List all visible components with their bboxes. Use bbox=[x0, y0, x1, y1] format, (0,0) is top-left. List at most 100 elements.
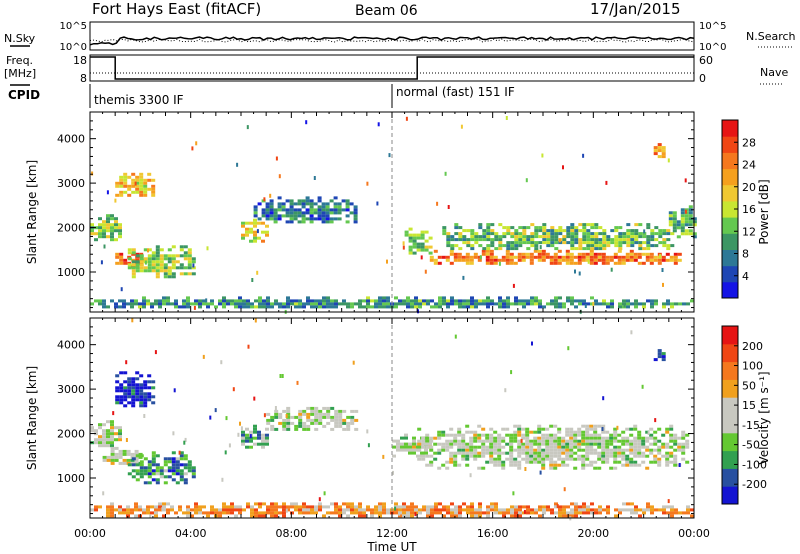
scatter-cell bbox=[269, 202, 274, 206]
scatter-cell bbox=[513, 433, 518, 437]
scatter-cell bbox=[462, 305, 466, 309]
scatter-cell bbox=[106, 435, 110, 439]
scatter-cell bbox=[135, 395, 140, 399]
scatter-cell bbox=[533, 436, 538, 440]
scatter-cell bbox=[445, 442, 450, 446]
scatter-cell bbox=[258, 305, 262, 309]
scatter-cell bbox=[449, 261, 454, 265]
scatter-cell bbox=[159, 472, 164, 476]
scatter-cell bbox=[593, 439, 598, 443]
scatter-cell bbox=[570, 235, 575, 239]
scatter-cell bbox=[645, 255, 650, 259]
scatter-cell bbox=[450, 299, 454, 303]
scatter-cell bbox=[171, 266, 176, 270]
scatter-cell bbox=[525, 454, 530, 458]
scatter-cell bbox=[610, 229, 615, 233]
scatter-cell bbox=[246, 302, 250, 306]
scatter-cell bbox=[187, 466, 192, 470]
scatter-cell bbox=[234, 508, 238, 512]
scatter-cell bbox=[666, 244, 671, 248]
scatter-cell bbox=[469, 454, 474, 458]
scatter-cell bbox=[581, 463, 586, 467]
scatter-point bbox=[285, 508, 288, 513]
scatter-cell bbox=[466, 241, 471, 245]
scatter-cell bbox=[310, 412, 315, 416]
scatter-cell bbox=[151, 451, 156, 455]
scatter-cell bbox=[461, 255, 466, 259]
scatter-cell bbox=[294, 415, 299, 419]
colorbar-tick-label: 28 bbox=[742, 136, 756, 149]
scatter-cell bbox=[574, 502, 578, 506]
scatter-cell bbox=[350, 302, 354, 306]
scatter-point bbox=[667, 158, 670, 163]
scatter-cell bbox=[309, 205, 314, 209]
scatter-cell bbox=[206, 511, 210, 515]
scatter-cell bbox=[122, 508, 126, 512]
scatter-cell bbox=[442, 296, 446, 300]
scatter-cell bbox=[582, 502, 586, 506]
scatter-cell bbox=[314, 412, 319, 416]
scatter-cell bbox=[330, 302, 334, 306]
scatter-cell bbox=[546, 238, 551, 242]
scatter-cell bbox=[450, 296, 454, 300]
scatter-cell bbox=[601, 460, 606, 464]
scatter-cell bbox=[102, 223, 106, 227]
scatter-cell bbox=[298, 409, 303, 413]
scatter-cell bbox=[131, 377, 136, 381]
scatter-cell bbox=[270, 427, 275, 431]
scatter-cell bbox=[135, 383, 140, 387]
scatter-cell bbox=[598, 241, 603, 245]
scatter-cell bbox=[151, 463, 156, 467]
scatter-cell bbox=[465, 252, 470, 256]
scatter-cell bbox=[533, 451, 538, 455]
scatter-cell bbox=[593, 466, 598, 470]
scatter-cell bbox=[334, 409, 339, 413]
colorbar-tick-label: 15 bbox=[742, 399, 756, 412]
scatter-cell bbox=[494, 502, 498, 506]
scatter-cell bbox=[261, 211, 266, 215]
scatter-cell bbox=[670, 514, 674, 518]
scatter-cell bbox=[242, 508, 246, 512]
scatter-cell bbox=[534, 296, 538, 300]
scatter-cell bbox=[478, 299, 482, 303]
scatter-cell bbox=[482, 229, 487, 233]
scatter-cell bbox=[541, 249, 546, 253]
scatter-cell bbox=[558, 302, 562, 306]
scatter-cell bbox=[521, 457, 526, 461]
scatter-cell bbox=[557, 439, 562, 443]
scatter-cell bbox=[486, 229, 491, 233]
scatter-cell bbox=[514, 247, 519, 251]
scatter-cell bbox=[187, 266, 192, 270]
scatter-cell bbox=[433, 261, 438, 265]
colorbar-swatch bbox=[722, 343, 738, 363]
scatter-cell bbox=[566, 235, 571, 239]
scatter-cell bbox=[489, 448, 494, 452]
scatter-cell bbox=[462, 235, 467, 239]
scatter-cell bbox=[465, 255, 470, 259]
scatter-point bbox=[398, 511, 401, 516]
scatter-cell bbox=[657, 143, 662, 147]
scatter-cell bbox=[510, 241, 515, 245]
scatter-cell bbox=[226, 505, 230, 509]
scatter-cell bbox=[633, 454, 638, 458]
scatter-cell bbox=[489, 258, 494, 262]
scatter-cell bbox=[127, 377, 132, 381]
scatter-cell bbox=[641, 451, 646, 455]
scatter-cell bbox=[470, 238, 475, 242]
scatter-cell bbox=[585, 457, 590, 461]
scatter-cell bbox=[510, 247, 515, 251]
scatter-cell bbox=[470, 229, 475, 233]
scatter-cell bbox=[269, 211, 274, 215]
scatter-cell bbox=[434, 511, 438, 515]
scatter-cell bbox=[533, 442, 538, 446]
scatter-cell bbox=[305, 196, 310, 200]
scatter-cell bbox=[194, 508, 198, 512]
scatter-cell bbox=[334, 424, 339, 428]
scatter-cell bbox=[162, 296, 166, 300]
scatter-cell bbox=[621, 457, 626, 461]
scatter-cell bbox=[533, 249, 538, 253]
scatter-cell bbox=[558, 232, 563, 236]
scatter-cell bbox=[114, 229, 118, 233]
scatter-cell bbox=[601, 258, 606, 262]
scatter-cell bbox=[382, 502, 386, 506]
